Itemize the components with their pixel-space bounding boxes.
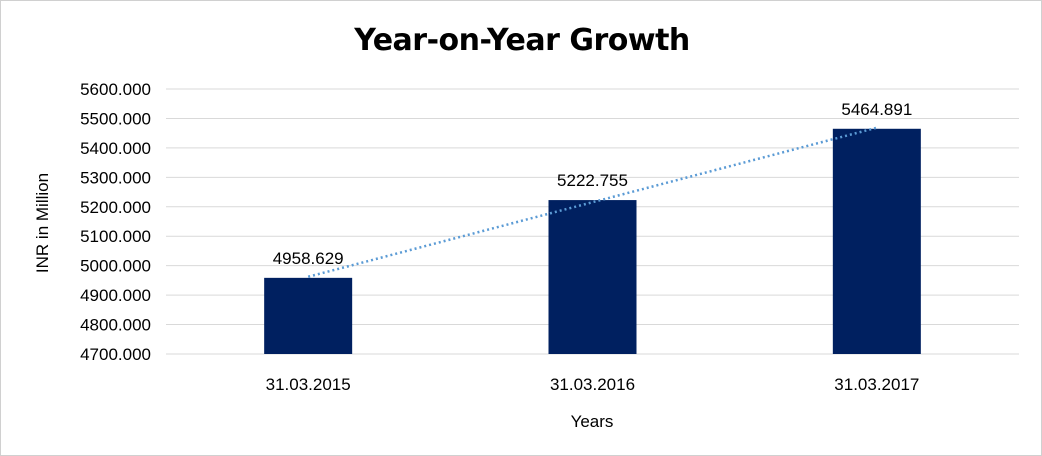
bar-31.03.2016 [548,200,637,354]
data-label: 5222.755 [557,171,628,190]
y-tick-label: 4900.000 [80,286,151,305]
x-tick-label: 31.03.2016 [550,375,635,394]
data-label: 4958.629 [273,249,344,268]
x-tick-label: 31.03.2015 [266,375,351,394]
data-labels: 4958.629 5222.755 5464.891 [273,100,913,268]
y-tick-label: 5200.000 [80,198,151,217]
y-tick-label: 5100.000 [80,227,151,246]
y-axis-ticks: 4700.000 4800.000 4900.000 5000.000 5100.000… [80,80,151,364]
y-tick-label: 5600.000 [80,80,151,99]
y-tick-label: 5300.000 [80,168,151,187]
y-axis-label: INR in Million [33,173,52,273]
bars [264,128,921,354]
bar-31.03.2017 [832,128,921,354]
y-tick-label: 5500.000 [80,109,151,128]
chart-title: Year-on-Year Growth [354,23,690,58]
x-tick-label: 31.03.2017 [834,375,919,394]
data-label: 5464.891 [841,100,912,119]
y-tick-label: 5000.000 [80,257,151,276]
x-axis-ticks: 31.03.2015 31.03.2016 31.03.2017 [266,375,920,394]
x-axis-label: Years [571,412,614,431]
y-tick-label: 5400.000 [80,139,151,158]
bar-31.03.2015 [264,277,353,354]
y-tick-label: 4700.000 [80,345,151,364]
y-tick-label: 4800.000 [80,316,151,335]
